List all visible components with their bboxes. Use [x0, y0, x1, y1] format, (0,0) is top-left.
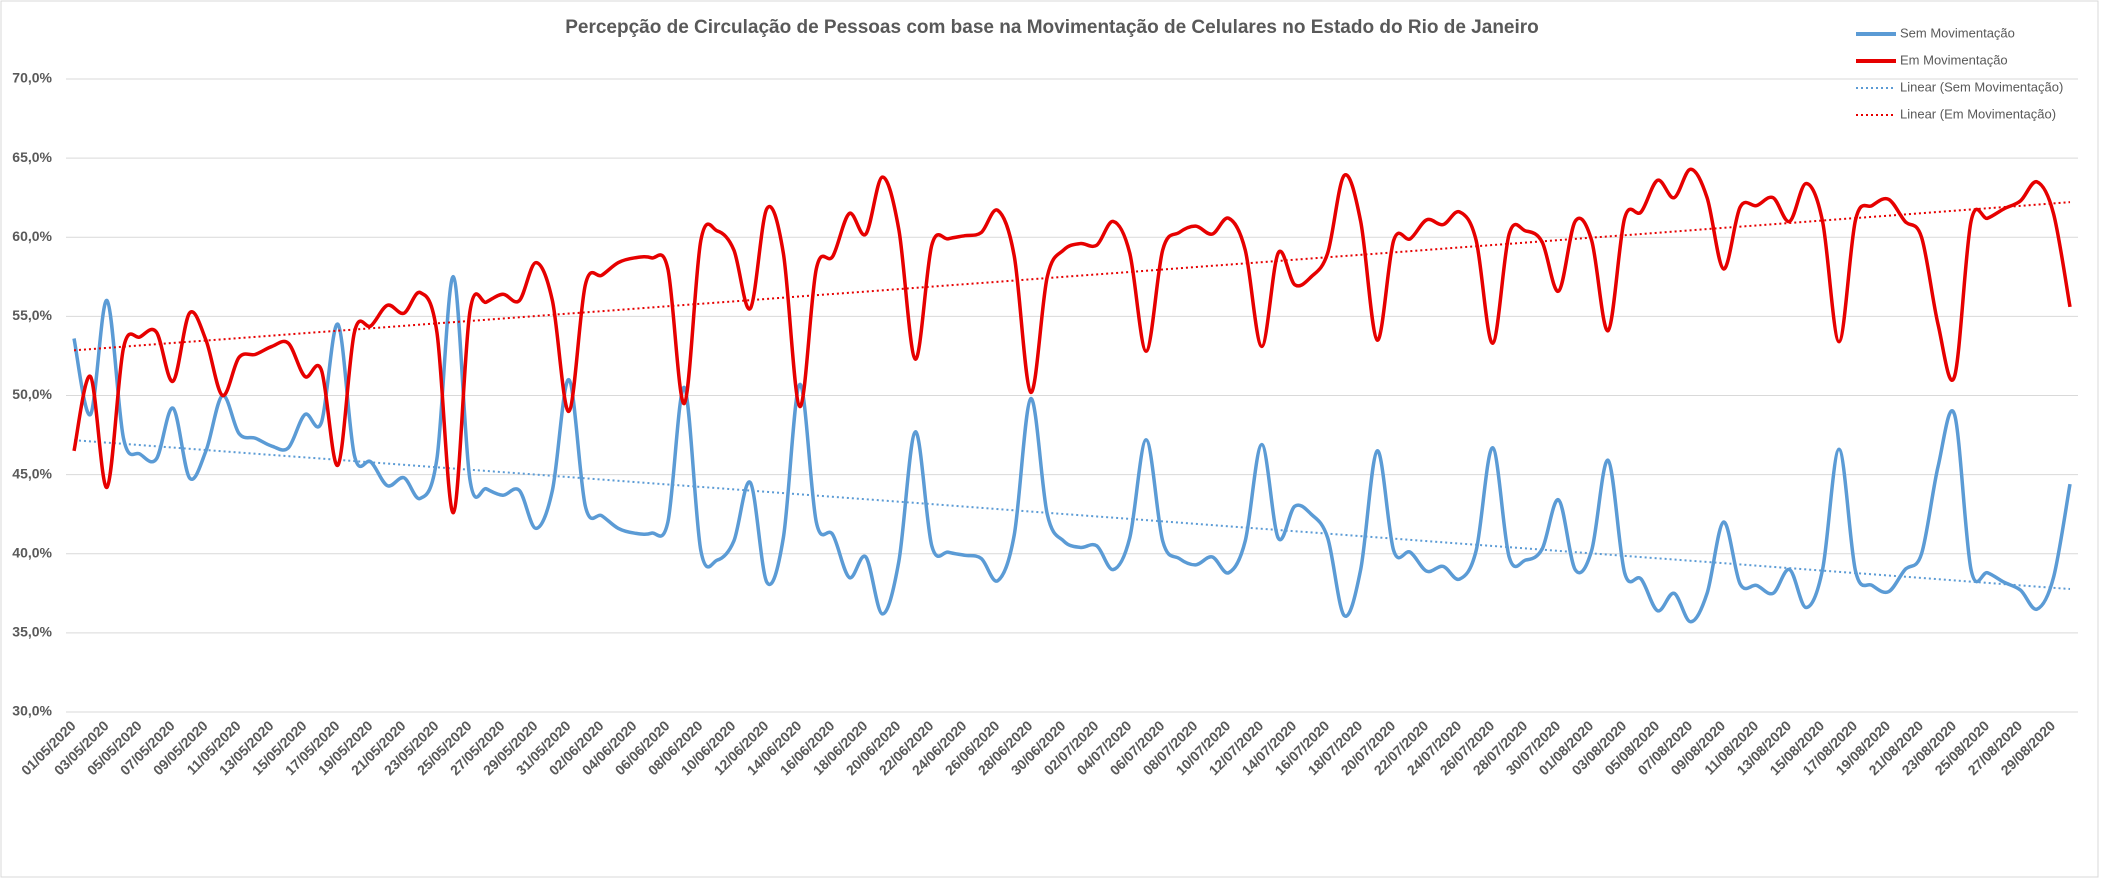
y-tick-label: 65,0% [12, 149, 52, 165]
y-tick-label: 35,0% [12, 624, 52, 640]
legend-label: Linear (Sem Movimentação) [1900, 79, 2063, 94]
series-line [72, 275, 2072, 624]
y-tick-label: 70,0% [12, 70, 52, 86]
trendline [73, 201, 2071, 352]
y-tick-label: 30,0% [12, 703, 52, 719]
chart-title: Percepção de Circulação de Pessoas com b… [565, 17, 1539, 38]
legend-label: Sem Movimentação [1900, 25, 2015, 40]
y-tick-label: 55,0% [12, 307, 52, 323]
y-tick-label: 50,0% [12, 386, 52, 402]
y-tick-label: 40,0% [12, 544, 52, 560]
legend-label: Em Movimentação [1900, 52, 2008, 67]
y-tick-label: 60,0% [12, 228, 52, 244]
y-tick-label: 45,0% [12, 465, 52, 481]
legend-label: Linear (Em Movimentação) [1900, 106, 2056, 121]
trendline [73, 439, 2071, 591]
series-line [72, 167, 2072, 515]
